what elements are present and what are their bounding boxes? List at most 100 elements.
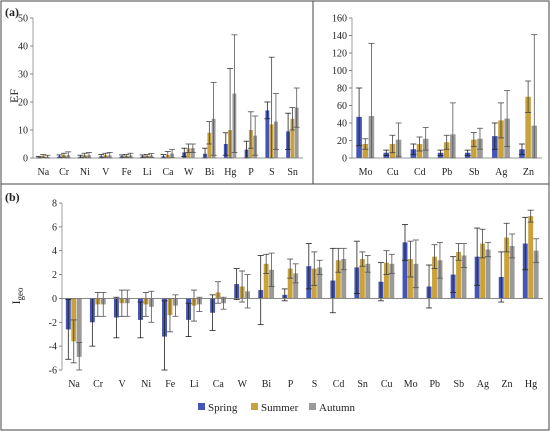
panel-b-bar-spring-hg bbox=[522, 243, 528, 299]
panel-a-bar-summer-w bbox=[186, 148, 191, 158]
panel-b-category-label-fe: Fe bbox=[165, 379, 176, 390]
panel-a-ytick-label: 20 bbox=[18, 98, 28, 109]
panel-a-ytick-label: 50 bbox=[18, 14, 28, 25]
panel-b-bar-autumn-ag bbox=[485, 249, 491, 299]
panel-b-bar-summer-sn bbox=[359, 259, 365, 299]
panel-a2-plot: 0 20 40 60 80 100 120 140 160 Mo Cu Cd Pb Sb Ag Zn bbox=[332, 14, 542, 178]
panel-a2-ytick-label: 120 bbox=[332, 49, 347, 60]
panel-b-category-label-s: S bbox=[312, 379, 318, 390]
panel-b-bar-autumn-hg bbox=[533, 250, 539, 299]
panel-a-category-label-ni: Ni bbox=[80, 167, 90, 178]
panel-a-label: (a) bbox=[5, 5, 19, 19]
panel-a-bar-autumn-w bbox=[190, 148, 195, 158]
panel-a2-ytick-label: 20 bbox=[337, 136, 347, 147]
panel-b-category-label-cu: Cu bbox=[381, 379, 393, 390]
panel-a-category-label-w: W bbox=[184, 167, 194, 178]
panel-b-bar-summer-p bbox=[287, 268, 293, 299]
panel-b-category-label-sb: Sb bbox=[454, 379, 465, 390]
panel-b-ylabel: Igeo bbox=[9, 287, 25, 304]
panel-a2-bar-summer-pb bbox=[443, 142, 450, 158]
panel-b-category-label-zn: Zn bbox=[501, 379, 512, 390]
panel-b-bar-summer-cd bbox=[335, 260, 341, 299]
panel-a2-ytick-label: 40 bbox=[337, 119, 347, 130]
panel-a2-bar-summer-sb bbox=[471, 139, 477, 159]
panel-b-plot: -6 -4 -2 0 2 4 6 8 Na Cr V Ni Fe Li Ca W Bi P S Cd Sn Cu Mo Pb S… bbox=[49, 199, 543, 390]
panel-b-bar-autumn-zn bbox=[509, 245, 515, 299]
panel-b-bar-summer-hg bbox=[528, 216, 534, 299]
panel-b-category-label-na: Na bbox=[68, 379, 80, 390]
legend-swatch-summer bbox=[251, 403, 258, 410]
panel-b-category-label-p: P bbox=[288, 379, 294, 390]
legend-label-spring: Spring bbox=[208, 402, 238, 414]
panel-a-ytick-label: 30 bbox=[18, 70, 28, 81]
panel-a-category-label-sn: Sn bbox=[287, 167, 298, 178]
panel-b-bar-autumn-cd bbox=[341, 259, 347, 299]
panel-a2-bar-summer-mo bbox=[362, 144, 369, 158]
panel-b-bar-summer-bi bbox=[263, 263, 269, 299]
panel-b-bar-autumn-sn bbox=[365, 263, 371, 299]
panel-b-category-label-ni: Ni bbox=[141, 379, 151, 390]
panel-b-category-label-li: Li bbox=[190, 379, 199, 390]
panel-a2-category-label-mo: Mo bbox=[359, 167, 373, 178]
panel-a2-ytick-label: 140 bbox=[332, 31, 347, 42]
panel-b-bar-summer-zn bbox=[504, 237, 510, 299]
legend: Spring Summer Autumn bbox=[198, 402, 356, 414]
panel-b-bar-autumn-p bbox=[293, 273, 299, 299]
panel-a2-bar-summer-zn bbox=[525, 96, 531, 158]
panel-b-ytick-label: 2 bbox=[52, 270, 57, 281]
legend-swatch-autumn bbox=[309, 403, 316, 410]
panel-b-category-label-hg: Hg bbox=[525, 379, 537, 390]
panel-b-category-label-pb: Pb bbox=[429, 379, 440, 390]
panel-a2-category-label-pb: Pb bbox=[442, 167, 453, 178]
panel-a-category-label-li: Li bbox=[143, 167, 152, 178]
panel-b-bar-autumn-s bbox=[317, 267, 323, 299]
panel-b-ytick-label: 0 bbox=[52, 294, 57, 305]
panel-a2-ytick-label: 100 bbox=[332, 66, 347, 77]
panel-a-ytick-label: 0 bbox=[23, 154, 28, 165]
panel-b-category-label-bi: Bi bbox=[262, 379, 272, 390]
panel-a-category-label-v: V bbox=[102, 167, 110, 178]
panel-a2-ytick-label: 160 bbox=[332, 14, 347, 25]
panel-b-ytick-label: -6 bbox=[49, 366, 57, 377]
panel-b-bar-autumn-na bbox=[76, 298, 82, 357]
panel-a-category-label-hg: Hg bbox=[224, 167, 236, 178]
panel-b-bar-summer-pb bbox=[432, 256, 437, 299]
panel-a2-category-label-sb: Sb bbox=[469, 167, 480, 178]
panel-a-category-label-fe: Fe bbox=[121, 167, 132, 178]
panel-b-label: (b) bbox=[5, 190, 20, 204]
panel-b-ytick-label: -2 bbox=[49, 318, 57, 329]
panel-a-category-label-s: S bbox=[269, 167, 275, 178]
panel-b-category-label-mo: Mo bbox=[404, 379, 418, 390]
panel-a-bar-autumn-sn bbox=[294, 107, 299, 158]
panel-b-ytick-label: 4 bbox=[52, 246, 57, 257]
panel-a-bar-summer-sn bbox=[290, 118, 295, 158]
panel-b-category-label-ca: Ca bbox=[213, 379, 225, 390]
panel-a-plot: 0 10 20 30 40 50 Na Cr Ni V Fe Li Ca W Bi Hg P S Sn bbox=[18, 14, 303, 178]
panel-b-bar-autumn-pb bbox=[437, 260, 443, 299]
panel-a2-ytick-label: 60 bbox=[337, 101, 347, 112]
panel-b-bar-autumn-sb bbox=[461, 255, 467, 299]
panel-a-ylabel: EF bbox=[7, 89, 21, 103]
panel-b-bar-spring-mo bbox=[402, 242, 408, 299]
panel-a-ytick-label: 40 bbox=[18, 42, 28, 53]
panel-a2-category-label-zn: Zn bbox=[523, 167, 534, 178]
panel-a-category-label-bi: Bi bbox=[205, 167, 215, 178]
panel-a-ytick-label: 10 bbox=[18, 126, 28, 137]
panel-b-bar-summer-sb bbox=[456, 251, 462, 299]
panel-a-category-label-na: Na bbox=[38, 167, 50, 178]
panel-b-bar-summer-mo bbox=[408, 259, 413, 299]
panel-b-category-label-sn: Sn bbox=[357, 379, 368, 390]
panel-a2-frame bbox=[312, 0, 550, 185]
panel-b-ytick-label: 6 bbox=[52, 222, 57, 233]
panel-a2-ytick-label: 0 bbox=[342, 154, 347, 165]
panel-b-category-label-ag: Ag bbox=[477, 379, 489, 390]
panel-b-category-label-v: V bbox=[119, 379, 127, 390]
panel-b-ytick-label: -4 bbox=[49, 342, 57, 353]
panel-a-category-label-cr: Cr bbox=[59, 167, 70, 178]
panel-a2-category-label-cu: Cu bbox=[387, 167, 399, 178]
panel-a2-ytick-label: 80 bbox=[337, 84, 347, 95]
legend-swatch-spring bbox=[198, 403, 205, 410]
panel-b-bar-summer-ag bbox=[480, 243, 486, 299]
legend-label-autumn: Autumn bbox=[319, 402, 356, 414]
